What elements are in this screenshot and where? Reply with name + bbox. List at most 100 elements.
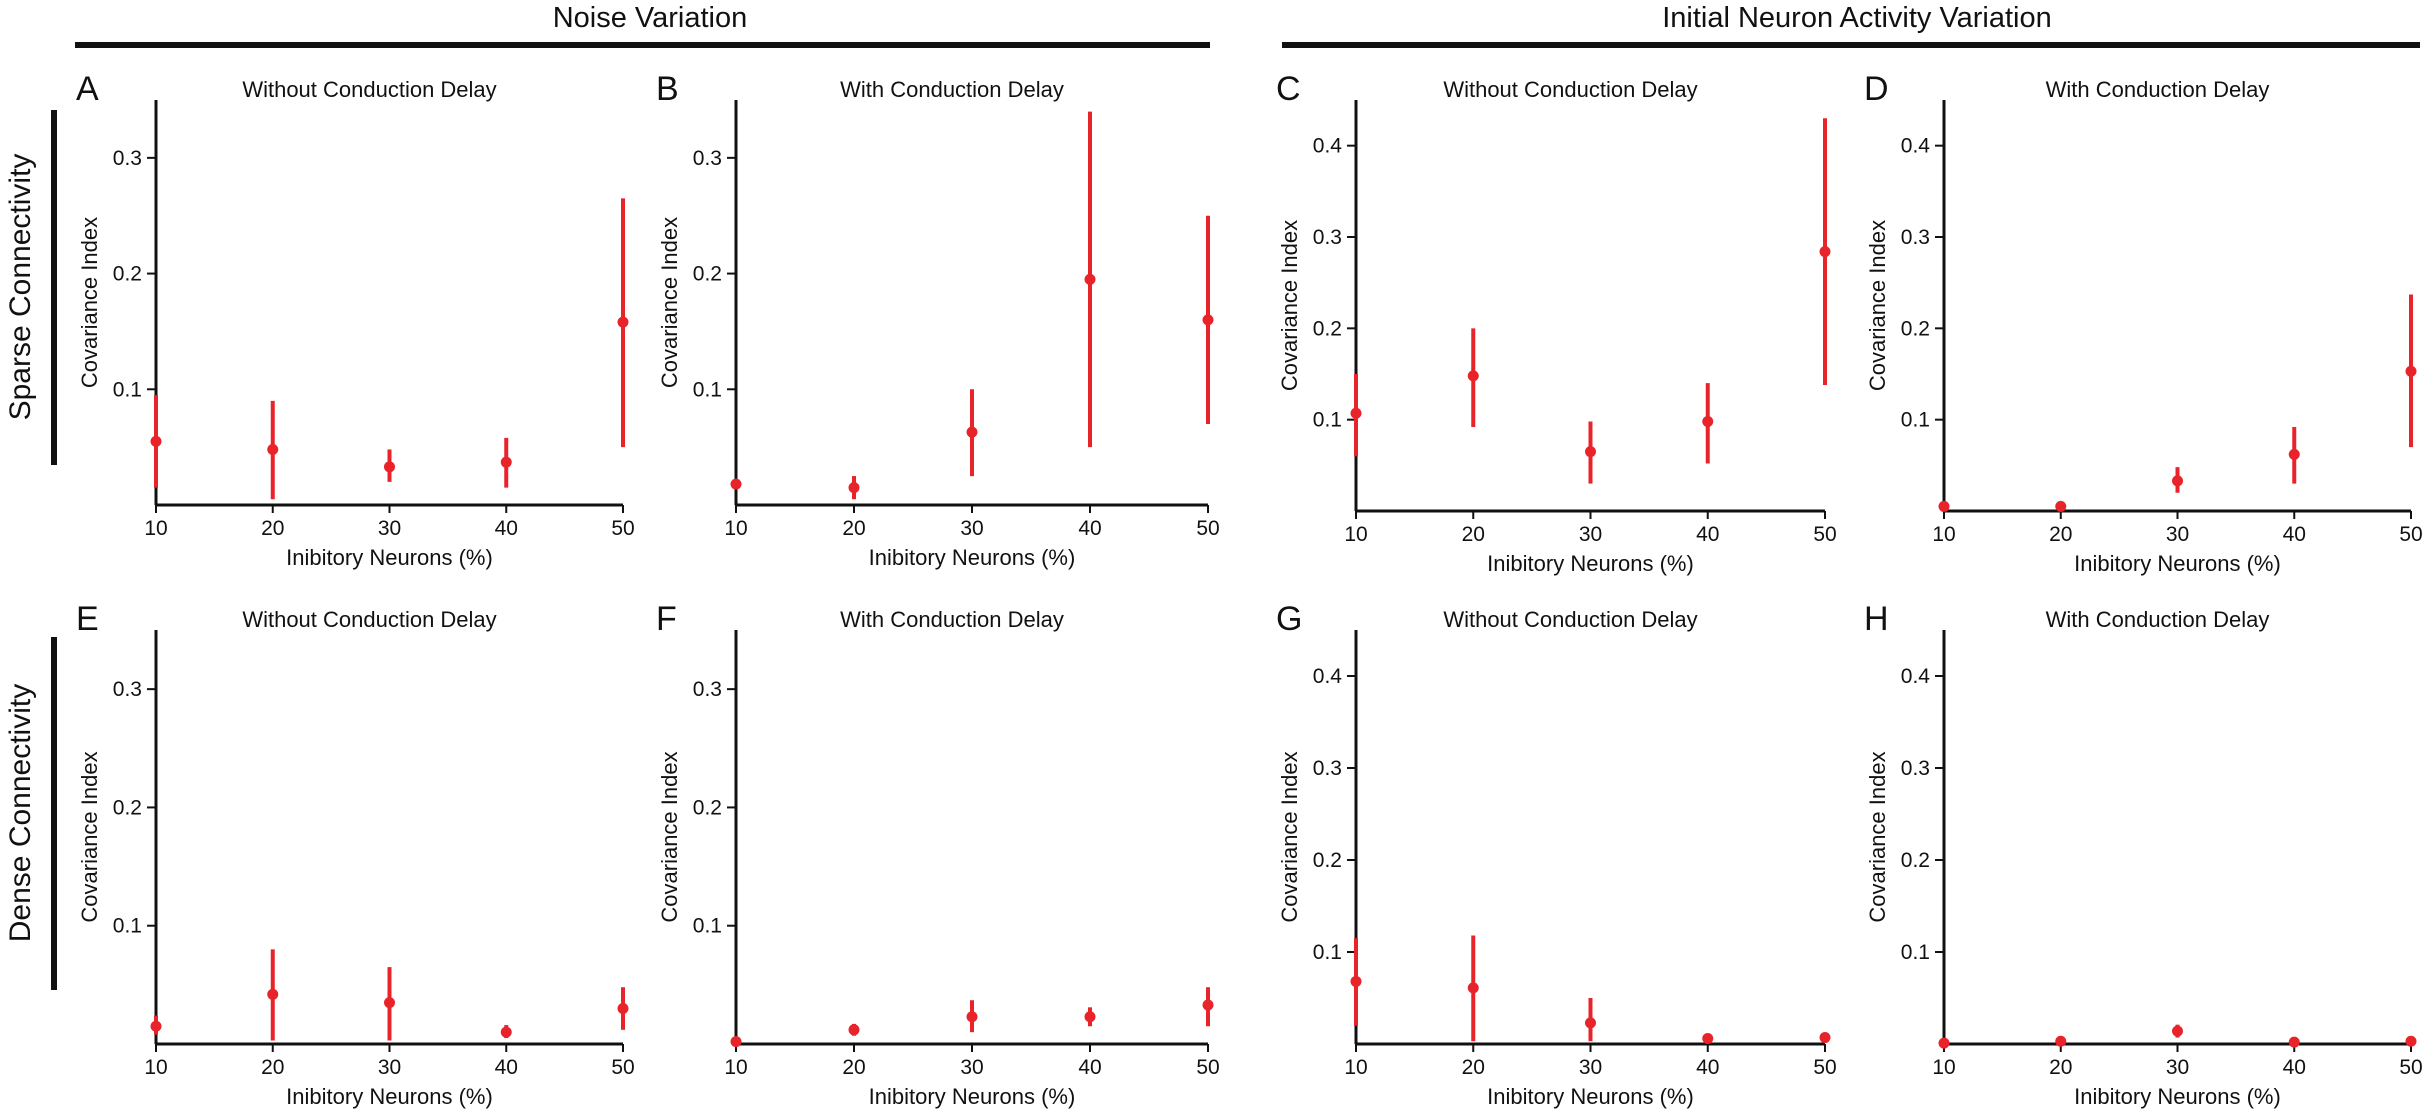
data-point-d-30 [2172, 475, 2183, 487]
panel-h: H With Conduction Delay 0.1 0.2 0.3 0.4 10 20 30… [1864, 600, 2423, 1109]
x-tick-label-h: 40 [2283, 1056, 2306, 1079]
x-tick-label-d: 20 [2049, 523, 2072, 546]
y-axis-label-e: Covariance Index [77, 751, 102, 922]
y-tick-label-b: 0.2 [693, 263, 722, 286]
y-axis-label-a: Covariance Index [77, 217, 102, 388]
x-axis-label-b: Inibitory Neurons (%) [869, 545, 1076, 570]
x-tick-label-f: 40 [1078, 1056, 1101, 1079]
y-tick-label-g: 0.2 [1313, 849, 1342, 872]
x-tick-label-c: 20 [1462, 523, 1485, 546]
data-point-e-40 [500, 1026, 512, 1038]
y-tick-label-f: 0.1 [693, 915, 722, 938]
y-tick-label-c: 0.4 [1313, 135, 1343, 158]
group-title-initial: Initial Neuron Activity Variation [1662, 2, 2052, 34]
panel-title-e: Without Conduction Delay [242, 607, 496, 632]
x-tick-label-e: 20 [261, 1056, 284, 1079]
y-tick-label-c: 0.2 [1313, 317, 1342, 340]
data-point-g-50 [1819, 1032, 1831, 1044]
x-tick-label-c: 10 [1344, 523, 1367, 546]
data-point-f-40 [1084, 1011, 1096, 1023]
data-point-g-20 [1467, 982, 1479, 994]
data-point-h-40 [2288, 1036, 2300, 1048]
data-point-d-50 [2405, 365, 2417, 377]
panel-letter-e: E [76, 600, 99, 638]
y-tick-label-e: 0.3 [113, 678, 142, 701]
x-tick-label-e: 50 [611, 1056, 634, 1079]
y-axis-label-h: Covariance Index [1865, 751, 1890, 922]
x-tick-label-b: 20 [842, 517, 865, 540]
data-point-a-30 [384, 461, 395, 473]
y-axis-label-f: Covariance Index [657, 751, 682, 922]
panel-letter-b: B [656, 70, 679, 108]
x-tick-label-a: 40 [495, 517, 518, 540]
data-point-b-40 [1084, 273, 1096, 285]
panel-a: A Without Conduction Delay 0.1 0.2 0.3 10 20 30… [76, 70, 635, 570]
x-tick-label-f: 10 [724, 1056, 747, 1079]
panel-letter-a: A [76, 70, 99, 108]
x-axis-label-f: Inibitory Neurons (%) [869, 1084, 1076, 1109]
panel-g: G Without Conduction Delay 0.1 0.2 0.3 0.4 10 2… [1276, 600, 1837, 1109]
data-point-b-20 [848, 482, 860, 494]
x-tick-label-c: 30 [1579, 523, 1602, 546]
x-tick-label-d: 30 [2166, 523, 2189, 546]
data-point-c-30 [1585, 446, 1596, 458]
panel-title-f: With Conduction Delay [840, 607, 1064, 632]
x-tick-label-b: 10 [724, 517, 747, 540]
data-point-c-40 [1702, 415, 1714, 427]
data-point-a-50 [617, 316, 629, 328]
x-tick-label-a: 50 [611, 517, 634, 540]
data-point-e-20 [267, 988, 279, 1000]
x-tick-label-f: 30 [960, 1056, 983, 1079]
panel-e: E Without Conduction Delay 0.1 0.2 0.3 10 20 30… [76, 600, 635, 1109]
y-tick-label-a: 0.2 [113, 263, 142, 286]
x-tick-label-d: 50 [2399, 523, 2422, 546]
data-point-f-50 [1202, 999, 1214, 1011]
x-axis-label-e: Inibitory Neurons (%) [286, 1084, 493, 1109]
data-point-f-30 [966, 1011, 978, 1023]
x-tick-label-d: 10 [1932, 523, 1955, 546]
x-axis-label-d: Inibitory Neurons (%) [2074, 551, 2281, 576]
data-point-d-40 [2288, 448, 2300, 460]
y-tick-label-g: 0.3 [1313, 757, 1342, 780]
data-point-b-50 [1202, 314, 1214, 326]
y-tick-label-a: 0.3 [113, 147, 142, 170]
x-tick-label-e: 30 [378, 1056, 401, 1079]
data-point-h-20 [2055, 1035, 2067, 1047]
y-axis-label-b: Covariance Index [657, 217, 682, 388]
x-tick-label-f: 50 [1196, 1056, 1219, 1079]
x-axis-label-c: Inibitory Neurons (%) [1487, 551, 1694, 576]
x-tick-label-b: 40 [1078, 517, 1101, 540]
group-title-noise: Noise Variation [553, 2, 748, 34]
y-tick-label-d: 0.4 [1901, 135, 1931, 158]
y-tick-label-f: 0.3 [693, 678, 722, 701]
y-tick-label-e: 0.1 [113, 915, 142, 938]
x-tick-label-e: 40 [495, 1056, 518, 1079]
data-point-c-50 [1819, 246, 1831, 258]
y-axis-label-d: Covariance Index [1865, 220, 1890, 391]
data-point-g-10 [1350, 975, 1362, 987]
x-tick-label-h: 50 [2399, 1056, 2422, 1079]
y-tick-label-f: 0.2 [693, 796, 722, 819]
data-point-a-20 [267, 443, 279, 455]
y-tick-label-g: 0.1 [1313, 941, 1342, 964]
x-tick-label-g: 30 [1579, 1056, 1602, 1079]
x-tick-label-c: 50 [1813, 523, 1836, 546]
y-tick-label-c: 0.1 [1313, 409, 1342, 432]
data-point-e-50 [617, 1003, 629, 1015]
y-axis-label-g: Covariance Index [1277, 751, 1302, 922]
x-tick-label-g: 10 [1344, 1056, 1367, 1079]
data-point-a-10 [150, 435, 162, 447]
data-point-g-40 [1702, 1032, 1714, 1044]
x-axis-label-h: Inibitory Neurons (%) [2074, 1084, 2281, 1109]
y-tick-label-b: 0.1 [693, 378, 722, 401]
data-point-h-30 [2172, 1025, 2183, 1037]
x-axis-label-a: Inibitory Neurons (%) [286, 545, 493, 570]
data-point-c-20 [1467, 370, 1479, 382]
y-tick-label-e: 0.2 [113, 796, 142, 819]
y-tick-label-c: 0.3 [1313, 226, 1342, 249]
y-tick-label-d: 0.2 [1901, 317, 1930, 340]
data-point-c-10 [1350, 407, 1362, 419]
panel-d: D With Conduction Delay 0.1 0.2 0.3 0.4 10 20 30… [1864, 70, 2423, 576]
x-tick-label-g: 20 [1462, 1056, 1485, 1079]
